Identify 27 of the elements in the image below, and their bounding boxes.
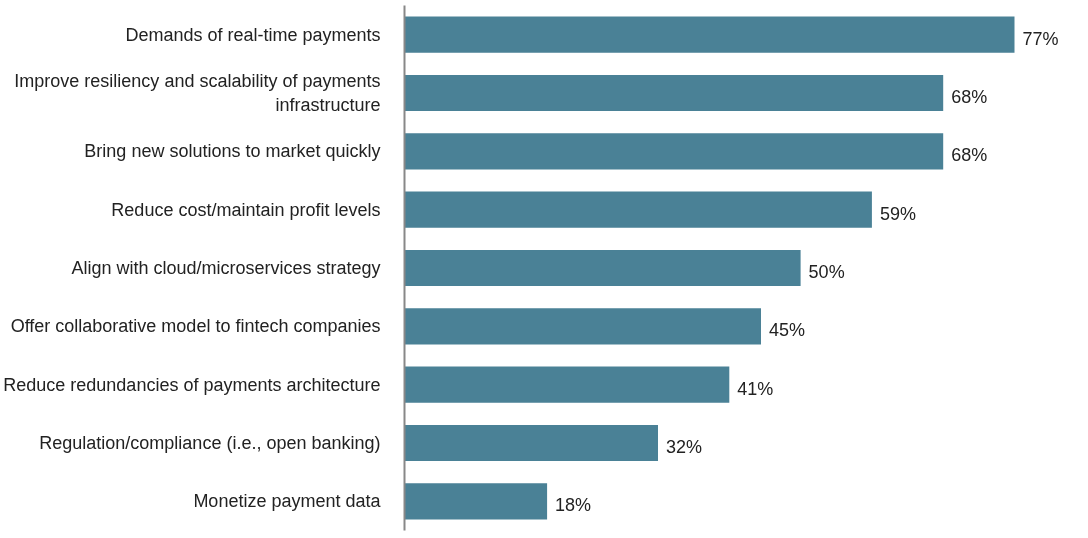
y-tick-label: Align with cloud/microservices strategy [71, 258, 381, 278]
data-label: 77% [1022, 28, 1059, 49]
data-label: 45% [768, 320, 806, 341]
data-label: 32% [666, 437, 703, 457]
data-label: 18% [555, 495, 592, 516]
y-tick-label: Improve resiliency and scalability of payments infrastructure [14, 71, 381, 115]
bar [404, 74, 944, 112]
y-tick-label: Demands of real-time payments [125, 24, 381, 45]
y-tick-label: Reduce cost/maintain profit levels [111, 199, 381, 220]
data-label: 59% [879, 203, 916, 224]
bar [404, 133, 944, 170]
y-tick-label: Reduce redundancies of payments architecture [3, 374, 381, 395]
data-label: 50% [808, 262, 845, 282]
y-tick-label: Regulation/compliance (i.e., open banking) [39, 433, 381, 453]
bar [404, 366, 730, 403]
bar [404, 16, 1015, 53]
bar [404, 308, 761, 345]
bar [404, 483, 548, 520]
y-tick-label: Bring new solutions to market quickly [84, 141, 381, 162]
bar [404, 424, 659, 462]
data-label: 68% [951, 145, 988, 166]
y-tick-label: Monetize payment data [193, 491, 382, 512]
bar [404, 249, 801, 287]
data-label: 68% [951, 87, 988, 107]
bar [404, 191, 872, 228]
data-label: 41% [737, 378, 774, 399]
y-tick-label: Offer collaborative model to fintech companies [10, 316, 381, 337]
